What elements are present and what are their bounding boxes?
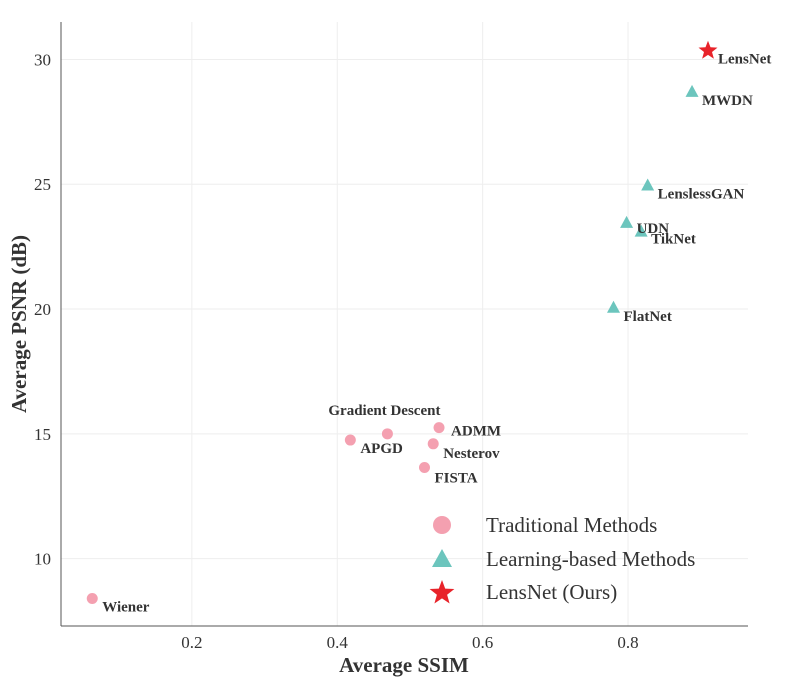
label-lenslessgan: LenslessGAN — [658, 186, 745, 202]
point-admm — [433, 422, 445, 434]
point-labels: Wiener APGD Gradient Descent ADMM Nesterov FI… — [102, 52, 771, 616]
point-flatnet — [607, 300, 621, 313]
x-axis-title: Average SSIM — [339, 653, 469, 677]
y-tick-label: 20 — [34, 300, 51, 319]
point-wiener — [86, 593, 98, 605]
y-axis-title: Average PSNR (dB) — [7, 235, 31, 413]
axes — [60, 22, 748, 627]
legend: Traditional Methods Learning-based Metho… — [429, 513, 695, 604]
label-wiener: Wiener — [102, 600, 150, 616]
label-mwdn: MWDN — [702, 93, 753, 109]
x-tick-label: 0.8 — [617, 633, 638, 652]
y-tick-label: 30 — [34, 50, 51, 69]
y-tick-label: 25 — [34, 175, 51, 194]
point-lenslessgan — [641, 178, 655, 191]
legend-label-learning: Learning-based Methods — [486, 547, 695, 571]
x-tick-labels: 0.2 0.4 0.6 0.8 — [181, 633, 638, 652]
point-fista — [418, 462, 430, 474]
legend-marker-learning — [432, 549, 452, 567]
label-flatnet: FlatNet — [624, 309, 672, 325]
legend-marker-traditional — [433, 516, 451, 534]
label-udn: UDN — [637, 221, 670, 237]
label-nesterov: Nesterov — [443, 446, 500, 462]
label-fista: FISTA — [434, 471, 477, 487]
point-nesterov — [427, 438, 439, 450]
x-tick-label: 0.2 — [181, 633, 202, 652]
label-admm: ADMM — [451, 424, 501, 440]
point-mwdn — [685, 84, 699, 97]
point-apgd — [344, 434, 356, 446]
label-lensnet: LensNet — [718, 52, 771, 68]
grid — [61, 22, 748, 626]
point-lensnet — [698, 40, 718, 59]
legend-label-traditional: Traditional Methods — [486, 513, 657, 537]
y-tick-label: 15 — [34, 425, 51, 444]
y-tick-labels: 10 15 20 25 30 — [34, 50, 51, 568]
label-gradient-descent: Gradient Descent — [328, 403, 440, 419]
x-tick-label: 0.4 — [327, 633, 349, 652]
legend-marker-lensnet — [429, 580, 455, 604]
point-tiknet — [634, 224, 648, 237]
label-tiknet: TikNet — [651, 232, 696, 248]
label-apgd: APGD — [360, 441, 403, 457]
point-gradient-descent — [381, 428, 393, 440]
y-tick-label: 10 — [34, 550, 51, 569]
point-udn — [620, 215, 634, 228]
data-points — [86, 40, 718, 605]
x-tick-label: 0.6 — [472, 633, 493, 652]
legend-label-lensnet: LensNet (Ours) — [486, 580, 617, 604]
